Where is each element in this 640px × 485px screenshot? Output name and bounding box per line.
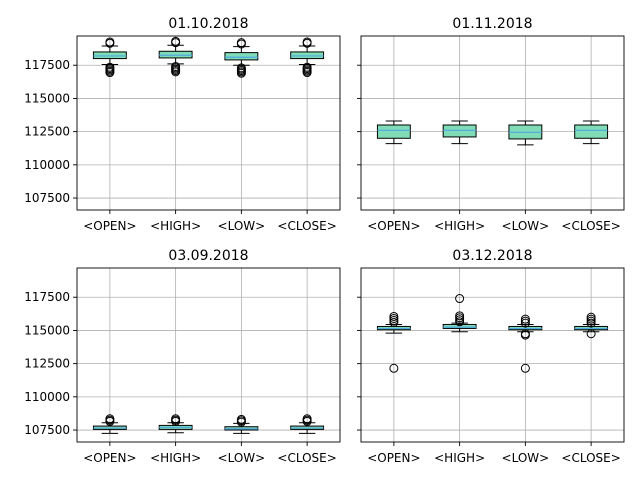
flier-point [302, 62, 312, 72]
flier-point [236, 63, 246, 73]
box-body [442, 124, 477, 138]
axes-frame [76, 267, 341, 443]
flier-point [455, 311, 465, 321]
box-2-3 [290, 414, 325, 434]
x-tick-label: <HIGH> [150, 451, 201, 465]
x-tick-label: <LOW> [502, 219, 550, 233]
box-body [224, 52, 259, 61]
flier-point [389, 363, 399, 373]
x-tick-label: <CLOSE> [277, 451, 336, 465]
box-0-2 [224, 38, 259, 78]
box-3-3 [574, 312, 609, 339]
x-tick-label: <HIGH> [434, 451, 485, 465]
flier-point [455, 294, 465, 304]
flier-point [105, 37, 115, 47]
flier-point [105, 62, 115, 72]
flier-point [302, 414, 312, 424]
y-tick-label: 112500 [24, 357, 70, 371]
flier-point [520, 363, 530, 373]
flier-point [171, 414, 181, 424]
x-tick-label: <CLOSE> [277, 219, 336, 233]
box-body [442, 323, 477, 329]
box-0-3 [290, 37, 325, 78]
box-1-1 [442, 120, 477, 145]
flier-point [302, 37, 312, 47]
flier-point [105, 414, 115, 424]
y-tick-label: 110000 [24, 390, 70, 404]
y-tick-label: 107500 [24, 191, 70, 205]
x-tick-label: <OPEN> [83, 451, 136, 465]
box-3-0 [376, 311, 411, 373]
box-2-0 [92, 414, 127, 434]
y-tick-label: 117500 [24, 58, 70, 72]
box-0-1 [158, 36, 193, 77]
flier-point [520, 329, 530, 339]
x-tick-label: <CLOSE> [561, 219, 620, 233]
x-tick-label: <HIGH> [150, 219, 201, 233]
x-tick-label: <CLOSE> [561, 451, 620, 465]
y-tick-label: 107500 [24, 423, 70, 437]
box-1-3 [574, 120, 609, 145]
chart-panel-3: <OPEN> <HIGH> <LOW> <CLOSE> 03.12.2018 [357, 248, 625, 465]
axes-frame [360, 267, 625, 443]
axes-frame [76, 35, 341, 211]
box-3-1 [442, 294, 477, 333]
y-tick-label: 115000 [24, 91, 70, 105]
x-tick-label: <OPEN> [83, 219, 136, 233]
box-2-1 [158, 414, 193, 434]
flier-point [389, 311, 399, 321]
box-1-2 [508, 120, 543, 146]
x-tick-label: <LOW> [502, 451, 550, 465]
chart-title: 03.09.2018 [168, 248, 248, 264]
box-2-2 [224, 414, 259, 434]
flier-point [520, 314, 530, 324]
box-body [574, 124, 609, 139]
box-1-0 [376, 120, 411, 145]
chart-title: 01.11.2018 [452, 16, 532, 32]
box-0-0 [92, 37, 127, 78]
box-body [290, 51, 325, 60]
chart-panel-0: 107500 110000 112500 115000 117500 <OPEN> <HIG… [24, 16, 341, 233]
y-tick-label: 117500 [24, 290, 70, 304]
box-body [158, 50, 193, 59]
y-tick-label: 115000 [24, 323, 70, 337]
x-tick-label: <OPEN> [367, 219, 420, 233]
x-tick-label: <LOW> [218, 219, 266, 233]
flier-point [586, 329, 596, 339]
flier-point [586, 312, 596, 322]
flier-point [171, 62, 181, 72]
chart-title: 03.12.2018 [452, 248, 532, 264]
y-tick-label: 110000 [24, 158, 70, 172]
box-body [376, 124, 411, 139]
box-3-2 [508, 314, 543, 373]
axes-frame [360, 35, 625, 211]
flier-point [236, 414, 246, 424]
flier-point [236, 38, 246, 48]
y-tick-label: 112500 [24, 125, 70, 139]
x-tick-label: <OPEN> [367, 451, 420, 465]
chart-panel-1: <OPEN> <HIGH> <LOW> <CLOSE> 01.11.2018 [357, 16, 625, 233]
chart-panel-2: 107500 110000 112500 115000 117500 <OPEN> <HIG… [24, 248, 341, 465]
x-tick-label: <LOW> [218, 451, 266, 465]
flier-point [171, 36, 181, 46]
box-body [92, 51, 127, 60]
x-tick-label: <HIGH> [434, 219, 485, 233]
chart-title: 01.10.2018 [168, 16, 248, 32]
